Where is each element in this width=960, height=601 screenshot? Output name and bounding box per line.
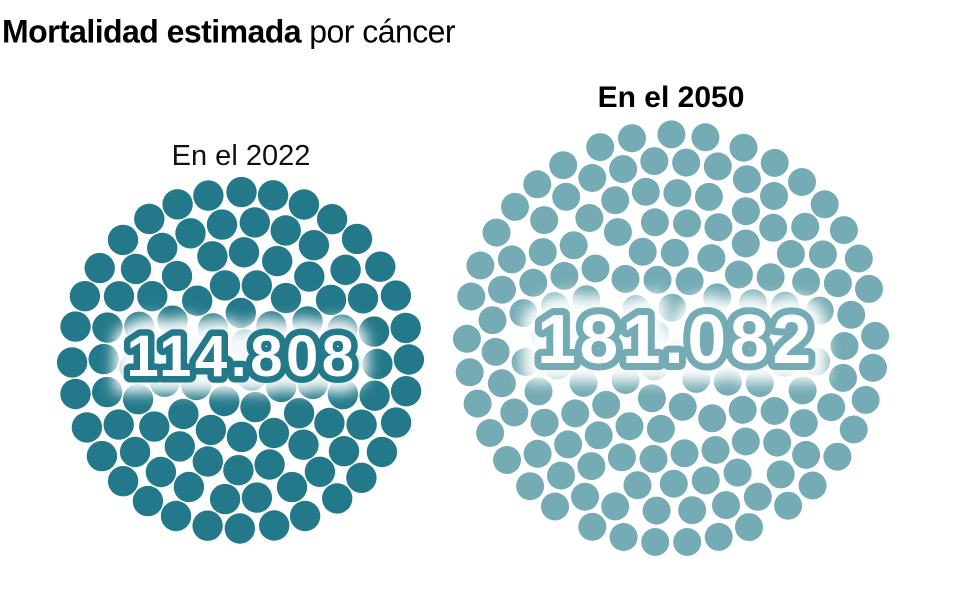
svg-text:Mortalidad estimada por cáncer: Mortalidad estimada por cáncer xyxy=(2,14,456,50)
svg-text:114.808: 114.808 xyxy=(127,324,358,389)
svg-text:181.082: 181.082 xyxy=(537,300,815,378)
svg-text:181.082: 181.082 xyxy=(537,300,815,378)
svg-text:En el 2022: En el 2022 xyxy=(172,140,311,172)
svg-text:En el 2050: En el 2050 xyxy=(598,81,745,114)
